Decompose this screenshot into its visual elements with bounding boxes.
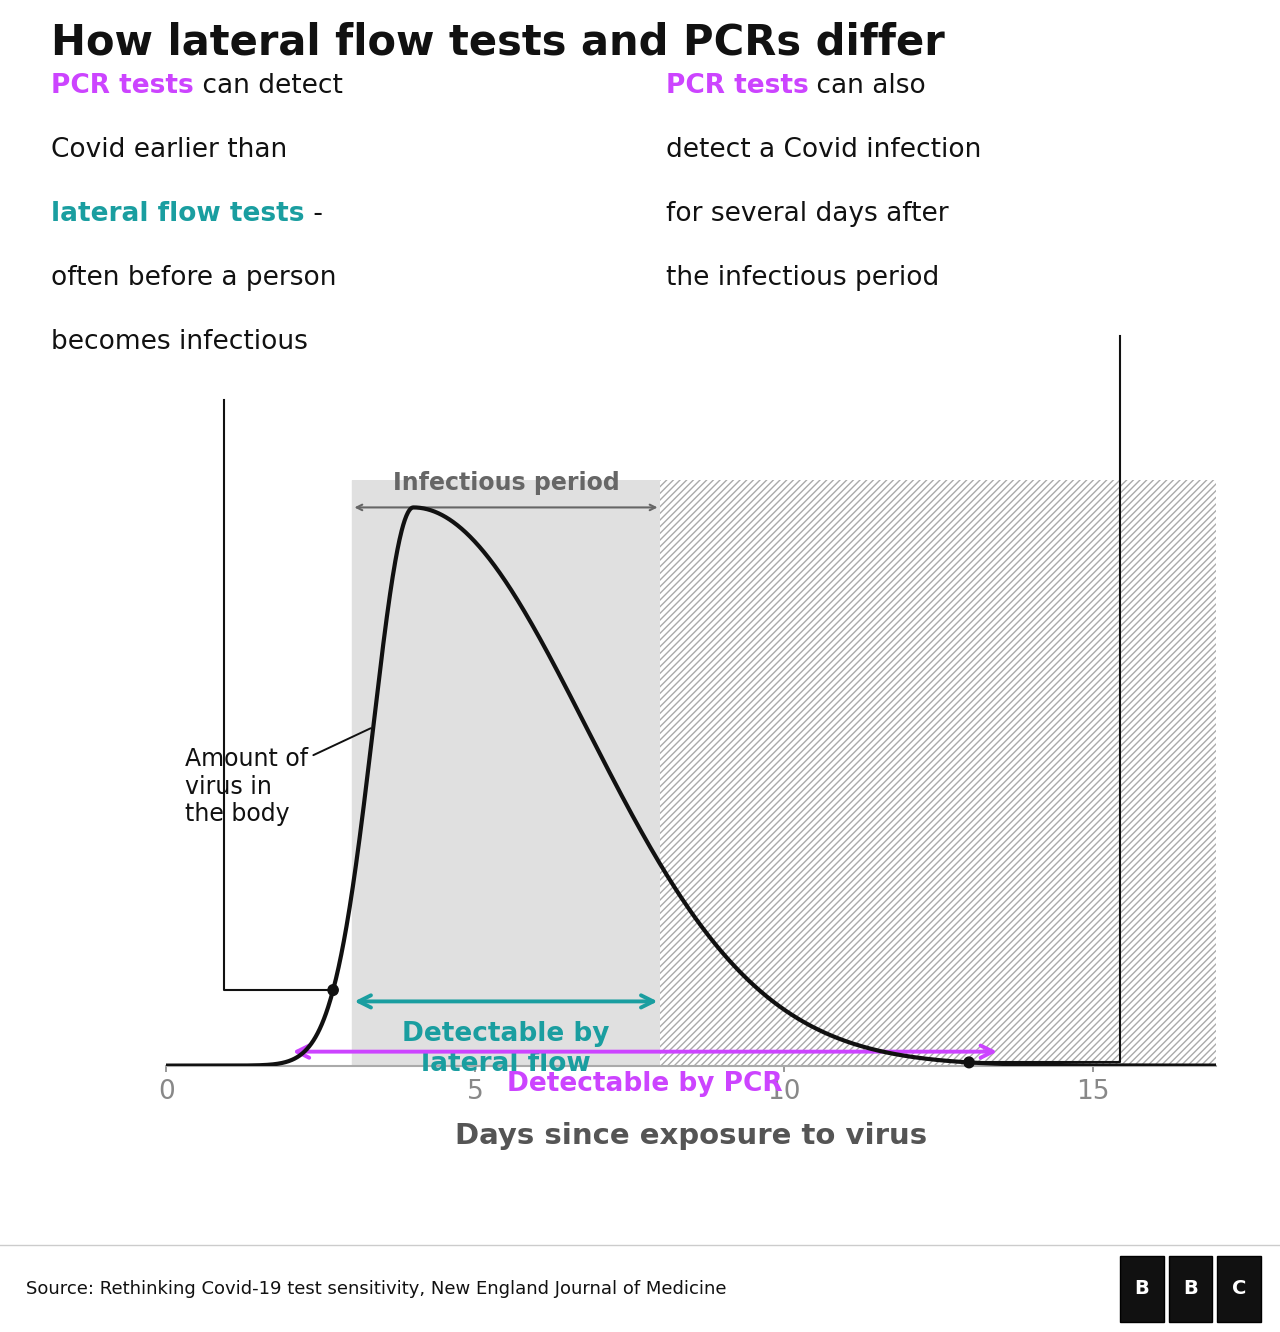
Text: for several days after: for several days after: [666, 201, 948, 228]
Bar: [660, 480, 1216, 1066]
Text: C: C: [1231, 1279, 1247, 1299]
Text: PCR tests: PCR tests: [666, 73, 809, 100]
Text: often before a person: often before a person: [51, 265, 337, 292]
Text: can also: can also: [809, 73, 927, 100]
X-axis label: Days since exposure to virus: Days since exposure to virus: [456, 1122, 927, 1150]
Text: the infectious period: the infectious period: [666, 265, 938, 292]
Text: Amount of
virus in
the body: Amount of virus in the body: [184, 729, 371, 826]
Bar: [352, 480, 660, 1066]
FancyBboxPatch shape: [1120, 1256, 1164, 1321]
Bar: [660, 424, 1216, 1094]
Text: Infectious period: Infectious period: [393, 472, 620, 496]
FancyBboxPatch shape: [1169, 1256, 1212, 1321]
Text: How lateral flow tests and PCRs differ: How lateral flow tests and PCRs differ: [51, 21, 945, 64]
Text: PCR tests: PCR tests: [51, 73, 195, 100]
Text: B: B: [1134, 1279, 1149, 1299]
Text: Detectable by PCR: Detectable by PCR: [507, 1071, 782, 1098]
Text: Detectable by
lateral flow: Detectable by lateral flow: [402, 1020, 609, 1078]
Text: lateral flow tests: lateral flow tests: [51, 201, 305, 228]
FancyBboxPatch shape: [1217, 1256, 1261, 1321]
Text: Covid earlier than: Covid earlier than: [51, 137, 288, 164]
Text: B: B: [1183, 1279, 1198, 1299]
Text: becomes infectious: becomes infectious: [51, 329, 308, 356]
Text: -: -: [305, 201, 323, 228]
Text: detect a Covid infection: detect a Covid infection: [666, 137, 980, 164]
Text: Source: Rethinking Covid-19 test sensitivity, New England Journal of Medicine: Source: Rethinking Covid-19 test sensiti…: [26, 1280, 726, 1297]
Text: can detect: can detect: [195, 73, 343, 100]
